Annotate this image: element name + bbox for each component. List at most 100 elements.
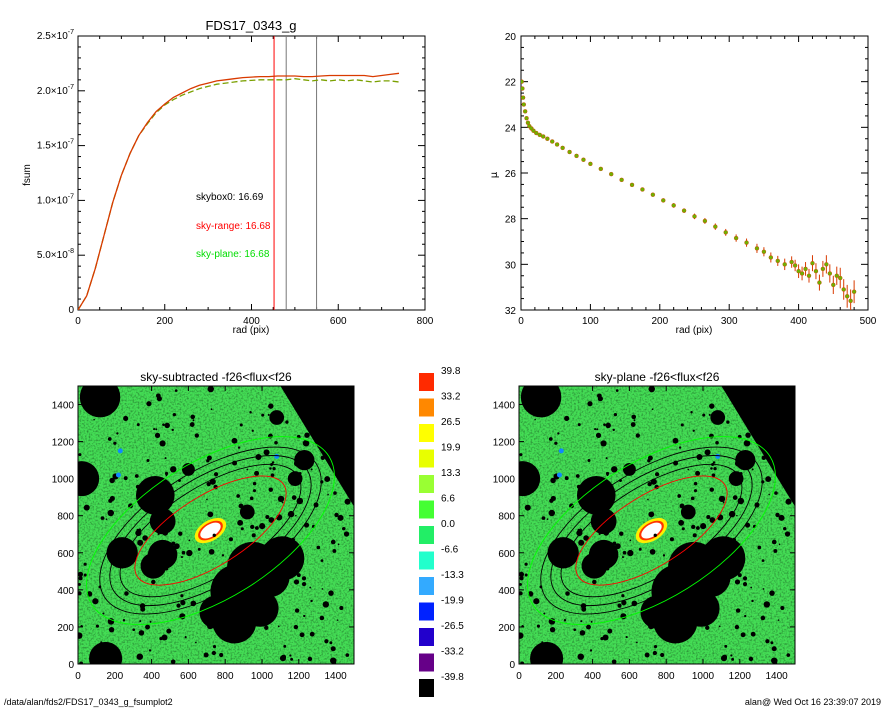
sky-subtracted-mask-small xyxy=(322,411,328,417)
sky-subtracted-mask-small xyxy=(237,446,241,449)
sky-plane-mask-small xyxy=(605,471,610,476)
sky-plane-mask-small xyxy=(519,571,525,577)
sky-subtracted-mask-small xyxy=(309,586,312,589)
sky-plane-mask-small xyxy=(606,474,609,477)
sky-subtracted-mask xyxy=(140,552,167,579)
sky-subtracted-mask-small xyxy=(332,548,337,553)
sky-plane-mask xyxy=(690,556,731,598)
sky-subtracted-mask-small xyxy=(161,634,168,641)
sky-plane-mask-small xyxy=(605,422,611,429)
mu-x-tick-label: 300 xyxy=(721,316,738,327)
sky-subtracted-mask-small xyxy=(188,539,191,542)
sky-subtracted-mask-small xyxy=(155,393,161,399)
sky-subtracted-mask-small xyxy=(252,489,257,493)
sky-subtracted-y-tick-label: 600 xyxy=(57,549,74,560)
sky-plane-mask-small xyxy=(677,494,681,498)
sky-plane-mask-small xyxy=(598,532,601,536)
sky-subtracted-mask-small xyxy=(231,437,238,444)
sky-subtracted-mask-small xyxy=(330,646,336,652)
sky-plane-y-tick-label: 1400 xyxy=(493,401,516,412)
sky-subtracted-x-tick-label: 0 xyxy=(75,671,81,682)
sky-subtracted-negative-spot xyxy=(117,448,123,454)
sky-subtracted-mask-small xyxy=(134,474,139,478)
sky-subtracted-mask-small xyxy=(186,549,193,557)
sky-plane-mask-small xyxy=(709,487,714,492)
mu-x-tick-label: 100 xyxy=(582,316,599,327)
sky-subtracted-mask-small xyxy=(166,628,172,634)
sky-plane-mask-small xyxy=(720,655,727,662)
colorbar-swatch xyxy=(419,628,434,646)
fsum-y-tick-label: 1.0×10-7 xyxy=(37,193,74,206)
sky-plane-mask-small xyxy=(735,608,741,613)
sky-subtracted-mask-small xyxy=(105,518,108,520)
sky-plane-mask-small xyxy=(627,468,631,471)
sky-subtracted-mask-small xyxy=(164,471,169,476)
sky-subtracted-x-tick-label: 400 xyxy=(143,671,160,682)
sky-subtracted-mask-small xyxy=(333,448,340,454)
sky-subtracted-axes: 00 200 200 400 400 600 600 800 800 1000 1000 1200 12… xyxy=(52,386,354,682)
sky-subtracted-mask-small xyxy=(138,630,145,636)
sky-subtracted-mask-small xyxy=(186,468,190,471)
footer-user-timestamp: alan@ Wed Oct 16 23:39:07 2019 xyxy=(744,697,881,707)
sky-plane-mask-small xyxy=(654,472,660,477)
sky-plane-mask xyxy=(530,641,564,664)
sky-subtracted-mask-small xyxy=(290,657,294,661)
sky-subtracted-mask-small xyxy=(304,456,309,461)
sky-subtracted-mask xyxy=(249,556,290,598)
sky-plane-mask-small xyxy=(533,598,540,605)
fsum-y-tick-label: 2.5×10-7 xyxy=(37,29,74,42)
sky-subtracted-mask-small xyxy=(100,641,103,644)
sky-subtracted-mask xyxy=(106,537,138,569)
footer-file-path: /data/alan/fds2/FDS17_0343_g_fsumplot2 xyxy=(4,697,173,707)
sky-subtracted-mask-small xyxy=(330,539,336,545)
sky-plane-mask-small xyxy=(690,411,693,414)
sky-plane-mask-small xyxy=(712,461,716,464)
colorbar-swatch xyxy=(419,449,434,468)
sky-plane-mask-small xyxy=(736,514,738,517)
sky-plane-isophote-ellipse xyxy=(540,446,763,615)
sky-subtracted-mask-small xyxy=(274,440,278,445)
sky-plane-mask-small xyxy=(576,484,581,489)
sky-plane-negative-spot xyxy=(556,472,562,478)
sky-subtracted-isophote-ellipse xyxy=(109,455,312,607)
sky-subtracted-mask-small xyxy=(113,441,117,445)
fsum-x-label: rad (pix) xyxy=(233,325,270,336)
sky-plane-mask-small xyxy=(693,489,698,493)
sky-subtracted-mask-small xyxy=(208,622,213,627)
sky-subtracted-mask-small xyxy=(148,649,152,652)
sky-plane-mask-small xyxy=(617,603,622,608)
mu-point xyxy=(806,273,812,278)
sky-plane-mask-small xyxy=(587,401,593,407)
sky-subtracted-mask-small xyxy=(268,517,275,523)
mu-point xyxy=(817,280,822,285)
colorbar-swatch xyxy=(419,398,434,417)
sky-plane-mask-small xyxy=(732,545,734,548)
sky-plane-mask-small xyxy=(550,477,556,484)
sky-subtracted-mask-small xyxy=(328,590,334,596)
sky-plane-mask-small xyxy=(586,624,591,630)
sky-subtracted-mask-small xyxy=(285,420,289,424)
sky-plane-mask-small xyxy=(548,437,553,441)
mu-point xyxy=(851,289,857,294)
sky-plane-mask-small xyxy=(546,518,549,520)
mu-point xyxy=(848,298,853,304)
sky-plane-mask-small xyxy=(770,641,774,645)
mu-point xyxy=(541,134,546,139)
colorbar-label: 13.3 xyxy=(441,468,461,479)
sky-subtracted-mask-small xyxy=(293,624,299,630)
colorbar-label: 33.2 xyxy=(441,392,461,403)
colorbar-swatch xyxy=(419,500,434,519)
mu-point xyxy=(799,271,805,276)
sky-plane-mask-small xyxy=(584,566,589,571)
sky-subtracted-y-tick-label: 0 xyxy=(68,660,74,671)
mu-point xyxy=(560,145,565,151)
sky-plane-mask-small xyxy=(722,501,725,504)
sky-plane-mask-small xyxy=(563,618,567,622)
sky-subtracted-mask-small xyxy=(116,432,119,435)
mu-point xyxy=(761,249,767,254)
sky-plane-mask-small xyxy=(706,587,709,590)
sky-subtracted-mask-small xyxy=(181,550,186,555)
sky-subtracted-mask-small xyxy=(109,477,115,484)
sky-subtracted-mask-small xyxy=(348,412,354,418)
mu-point xyxy=(824,262,829,267)
